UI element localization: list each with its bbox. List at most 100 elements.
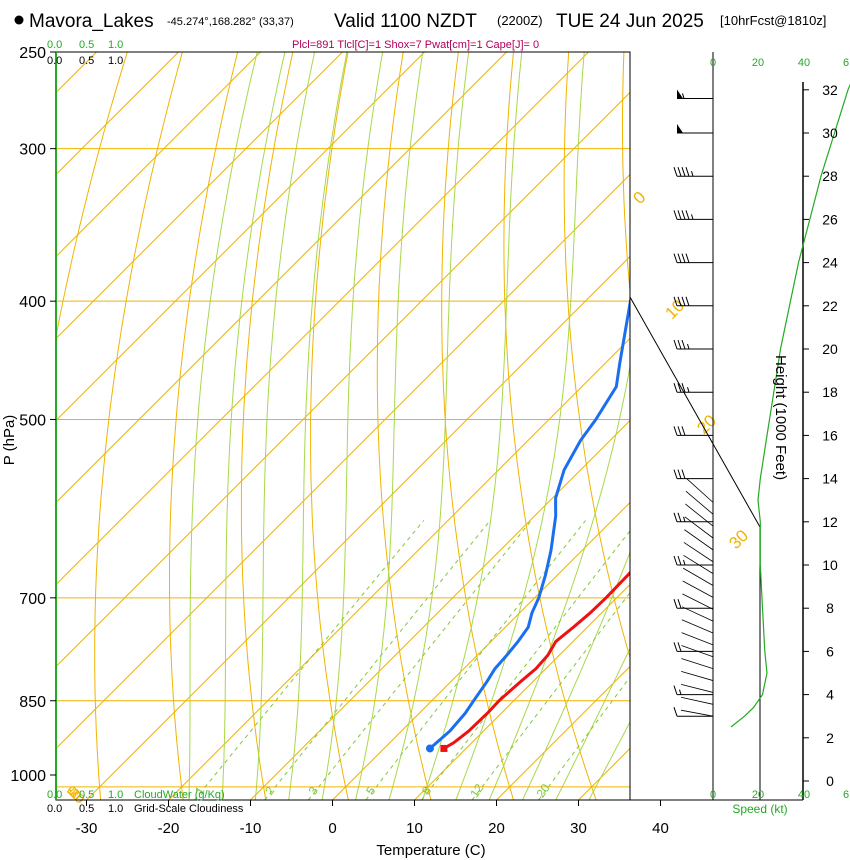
wind-barb-flag — [681, 469, 686, 479]
y-tick-label: 400 — [19, 294, 46, 311]
cloudiness-bottom-scale-2: 1.0 — [108, 803, 123, 815]
height-tick-label: 30 — [822, 125, 838, 141]
wind-barb-flag — [685, 296, 690, 306]
y-tick-label: 1000 — [10, 768, 46, 785]
x-tick-label: 30 — [570, 820, 587, 837]
mixing-ratio-line — [194, 520, 425, 800]
valid-time: Valid 1100 NZDT — [334, 11, 477, 32]
wind-barb-flag — [685, 210, 690, 220]
x-tick-label: 20 — [488, 820, 505, 837]
y-tick-label: 250 — [19, 45, 46, 62]
grid-cloudiness-label: Grid-Scale Cloudiness — [134, 803, 244, 815]
dry-adiabat-label: 0 — [629, 188, 649, 208]
wind-barb-low-level — [682, 580, 714, 598]
height-tick-label: 20 — [822, 341, 838, 357]
mixing-ratio-label: 3 — [306, 784, 321, 798]
wind-barb-flag — [677, 555, 682, 566]
wind-barb-low-level — [682, 593, 714, 610]
dry-adiabat-line — [376, 52, 432, 800]
station-coords: -45.274°,168.282° (33,37) — [167, 16, 294, 28]
wind-barb-flag — [677, 512, 682, 522]
y-tick-label: 700 — [19, 591, 46, 608]
speed-bottom-40: 40 — [798, 789, 810, 801]
dry-adiabat-line — [503, 52, 597, 800]
mixing-ratio-lines — [194, 520, 630, 800]
wind-barb-flag — [677, 210, 682, 220]
wind-barb-flag — [673, 707, 678, 717]
wind-barb-low-level — [684, 516, 714, 539]
dry-adiabat-line — [563, 52, 630, 660]
wind-barb-flag — [673, 599, 678, 609]
isotherm-line — [56, 52, 589, 586]
moist-adiabat-line — [221, 52, 286, 800]
isotherm-line — [332, 501, 630, 800]
wind-barb-flag — [681, 167, 686, 177]
wind-barb-half-flag — [683, 516, 686, 522]
wind-barb-low-level — [680, 709, 714, 717]
speed-top-20: 20 — [752, 57, 764, 69]
cloud-bottom-scale-2: 1.0 — [108, 789, 123, 801]
x-tick-label: -30 — [76, 820, 98, 837]
moist-adiabat-line — [588, 720, 630, 800]
forecast-info: [10hrFcst@1810z] — [720, 13, 826, 28]
wind-barb-flag — [673, 339, 678, 350]
sounding-series — [425, 296, 630, 753]
dry-adiabat-line — [441, 52, 515, 800]
isotherm-line — [414, 583, 630, 800]
isotherm-line — [56, 52, 261, 258]
mixing-ratio-line — [307, 520, 532, 800]
moist-adiabat-line — [254, 52, 316, 800]
wind-barb-pennant — [677, 124, 683, 133]
isotherm-line — [86, 255, 630, 800]
moist-adiabat-line — [488, 363, 630, 800]
y-tick-label: 500 — [19, 412, 46, 429]
moist-adiabat-line — [455, 52, 585, 800]
wind-barb-half-flag — [687, 343, 690, 350]
wind-barb-half-flag — [679, 689, 682, 695]
isotherm-line — [56, 52, 425, 422]
wind-speed-profile — [730, 83, 850, 728]
wind-barb-low-level — [681, 619, 714, 634]
dry-adiabat-line — [169, 52, 239, 800]
wind-barb-pennant — [677, 89, 683, 99]
isobar-lines — [56, 148, 630, 788]
dry-adiabat-line — [240, 52, 294, 800]
isotherm-line — [661, 52, 850, 800]
wind-barb-flag — [681, 426, 686, 436]
wind-barb-low-level — [683, 542, 714, 563]
wind-barb-low-level — [680, 696, 714, 705]
wind-barb-low-level — [682, 567, 714, 586]
wind-barb-flag — [677, 599, 682, 609]
speed-bottom-20: 20 — [752, 789, 764, 801]
wind-barb-half-flag — [691, 171, 694, 177]
dry-adiabat-line — [843, 30, 850, 812]
dry-adiabats — [56, 30, 850, 812]
x-tick-label: 10 — [406, 820, 423, 837]
wind-barb-low-level — [686, 478, 714, 503]
temperature-surface-marker — [440, 744, 448, 752]
wind-barb-flag — [681, 339, 686, 350]
y-axis-title: P (hPa) — [1, 415, 18, 466]
wind-barb-low-level — [681, 606, 714, 622]
wind-barb-flag — [673, 383, 678, 393]
wind-speed-line — [730, 83, 850, 728]
mixing-ratio-line — [421, 530, 630, 800]
wind-barb-flag — [681, 296, 686, 306]
moist-adiabat-line — [555, 647, 630, 800]
height-tick-label: 16 — [822, 427, 838, 443]
wind-barb-low-level — [684, 529, 714, 551]
height-tick-label: 6 — [826, 643, 834, 659]
utc-time: (2200Z) — [497, 13, 543, 28]
dewpoint-line — [429, 296, 630, 750]
height-tick-label: 4 — [826, 687, 834, 703]
wind-barb-flag — [677, 426, 682, 436]
wind-barb-flag — [673, 555, 678, 566]
moist-adiabats — [188, 52, 630, 800]
dry-adiabat-line — [56, 52, 128, 340]
cloud-top-scale-2: 1.0 — [108, 39, 123, 51]
cloudiness-bottom-scale-1: 0.5 — [79, 803, 94, 815]
temperature-line — [443, 570, 630, 750]
dewpoint-surface-marker — [425, 744, 434, 753]
wind-barb-low-level — [685, 490, 714, 515]
